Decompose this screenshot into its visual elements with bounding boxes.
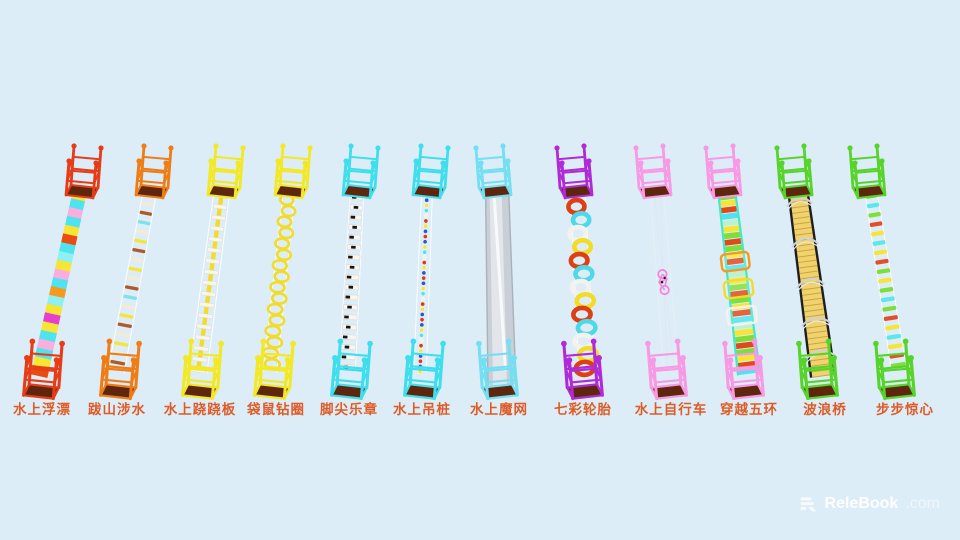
obstacle-label-12: 步步惊心 xyxy=(876,402,934,417)
tower-frame xyxy=(633,143,673,200)
tower-frame xyxy=(473,143,513,200)
tower-frame xyxy=(22,338,65,401)
tower-frame xyxy=(703,143,743,200)
obstacle-label-5: 脚尖乐章 xyxy=(320,402,378,417)
tower-frame xyxy=(476,338,519,401)
obstacle-label-11: 波浪桥 xyxy=(803,402,847,417)
watermark: ReleBook .com xyxy=(798,494,940,514)
obstacle-12 xyxy=(847,143,916,401)
tower-frame xyxy=(273,143,313,200)
watermark-brand: ReleBook xyxy=(824,495,899,512)
tower-frame xyxy=(206,143,246,200)
tower-frame xyxy=(796,338,839,401)
watermark-suffix: .com xyxy=(905,495,940,512)
tower-frame xyxy=(645,338,688,401)
bicycle xyxy=(657,269,670,296)
obstacle-8 xyxy=(554,143,604,401)
obstacle-label-8: 七彩轮胎 xyxy=(554,402,612,417)
obstacle-4 xyxy=(253,143,313,401)
obstacle-2 xyxy=(99,143,174,401)
obstacle-label-10: 穿越五环 xyxy=(720,402,778,417)
obstacle-5 xyxy=(330,143,381,401)
obstacle-11 xyxy=(774,143,839,401)
tower-frame xyxy=(403,338,446,401)
obstacle-1 xyxy=(22,143,104,401)
track-cables xyxy=(650,191,679,373)
tower-frame xyxy=(722,338,765,401)
obstacle-6 xyxy=(403,143,451,401)
tower-frame xyxy=(341,143,381,200)
track-rungs xyxy=(107,189,157,374)
track-keys xyxy=(338,192,365,373)
track-hoops xyxy=(566,197,600,378)
obstacle-label-1: 水上浮漂 xyxy=(13,402,71,417)
obstacle-label-3: 水上跷跷板 xyxy=(163,402,237,417)
tower-frame xyxy=(873,338,916,401)
tower-frame xyxy=(774,143,814,200)
obstacle-3 xyxy=(181,143,246,401)
tower-frame xyxy=(134,143,174,200)
track-hoops xyxy=(261,192,297,373)
obstacle-7 xyxy=(473,143,519,401)
track-seesaw xyxy=(188,189,231,374)
obstacle-10 xyxy=(703,143,765,401)
tower-frame xyxy=(561,338,604,401)
tower-frame xyxy=(330,338,373,401)
obstacle-label-7: 水上魔网 xyxy=(470,402,528,417)
track-pads xyxy=(30,189,87,378)
tower-frame xyxy=(847,143,887,200)
tower-frame xyxy=(253,338,296,401)
obstacle-label-6: 水上吊桩 xyxy=(393,402,451,417)
tower-frame xyxy=(411,143,451,200)
obstacle-label-4: 袋鼠钻圈 xyxy=(247,402,305,417)
relebook-logo-icon xyxy=(800,497,816,512)
track-net xyxy=(484,185,517,386)
track-planks xyxy=(864,190,907,372)
obstacle-label-9: 水上自行车 xyxy=(634,402,708,417)
tower-frame xyxy=(181,338,224,401)
obstacle-label-2: 跋山涉水 xyxy=(88,402,146,417)
track-beads xyxy=(413,192,433,374)
tower-frame xyxy=(554,143,594,200)
tower-frame xyxy=(99,338,142,401)
tower-frame xyxy=(64,143,104,200)
obstacle-9 xyxy=(633,143,688,401)
